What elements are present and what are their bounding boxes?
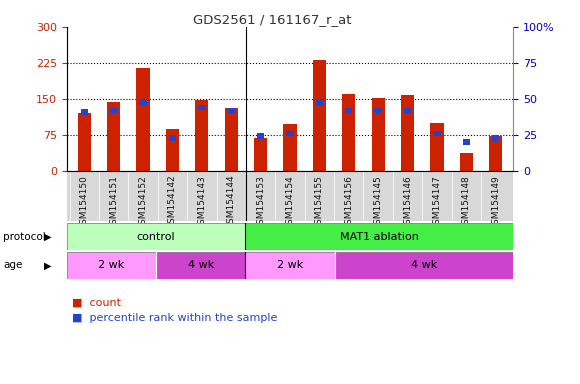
Bar	[156, 252, 245, 279]
Bar	[107, 102, 120, 171]
Text: protocol: protocol	[3, 232, 46, 242]
Bar	[257, 134, 264, 139]
Bar	[287, 131, 293, 136]
Bar	[375, 108, 382, 113]
Bar	[372, 98, 385, 171]
Bar	[136, 68, 150, 171]
Bar	[463, 139, 470, 145]
Text: 4 wk: 4 wk	[187, 260, 214, 270]
Text: GSM154152: GSM154152	[139, 175, 147, 230]
Bar	[245, 252, 335, 279]
Text: GSM154151: GSM154151	[109, 175, 118, 230]
Bar	[492, 135, 499, 141]
Bar	[110, 108, 117, 113]
Text: GDS2561 / 161167_r_at: GDS2561 / 161167_r_at	[193, 13, 352, 26]
Bar	[345, 108, 353, 113]
Bar	[489, 136, 502, 171]
Bar	[316, 99, 323, 104]
Bar	[198, 104, 205, 111]
Text: GSM154145: GSM154145	[374, 175, 383, 230]
Bar	[166, 129, 179, 171]
Text: MAT1 ablation: MAT1 ablation	[340, 232, 419, 242]
Bar	[401, 95, 414, 171]
Text: GSM154149: GSM154149	[491, 175, 500, 230]
Text: GSM154142: GSM154142	[168, 175, 177, 230]
Text: 2 wk: 2 wk	[98, 260, 125, 270]
Text: ■  count: ■ count	[72, 297, 121, 307]
Bar	[227, 108, 235, 113]
Text: GSM154154: GSM154154	[285, 175, 295, 230]
Text: 2 wk: 2 wk	[277, 260, 303, 270]
Bar	[460, 153, 473, 171]
Text: GSM154155: GSM154155	[315, 175, 324, 230]
Bar	[139, 99, 147, 104]
Bar	[342, 94, 356, 171]
Bar	[404, 108, 411, 113]
Bar	[245, 223, 513, 250]
Bar	[195, 100, 208, 171]
Bar	[81, 109, 88, 115]
Bar	[67, 252, 156, 279]
Text: ▶: ▶	[44, 232, 51, 242]
Text: GSM154144: GSM154144	[227, 175, 235, 230]
Bar	[430, 123, 444, 171]
Bar	[433, 131, 441, 136]
Text: ▶: ▶	[44, 260, 51, 270]
Text: age: age	[3, 260, 22, 270]
Bar	[169, 135, 176, 141]
Text: control: control	[137, 232, 175, 242]
Bar	[224, 109, 238, 171]
Text: ■  percentile rank within the sample: ■ percentile rank within the sample	[72, 313, 278, 323]
Text: 4 wk: 4 wk	[411, 260, 437, 270]
Bar	[67, 223, 245, 250]
Bar	[254, 138, 267, 171]
Text: GSM154153: GSM154153	[256, 175, 265, 230]
Text: GSM154147: GSM154147	[433, 175, 441, 230]
Text: GSM154150: GSM154150	[80, 175, 89, 230]
Bar	[335, 252, 513, 279]
Text: GSM154146: GSM154146	[403, 175, 412, 230]
Bar	[284, 124, 296, 171]
Text: GSM154156: GSM154156	[345, 175, 353, 230]
Text: GSM154143: GSM154143	[197, 175, 206, 230]
Text: GSM154148: GSM154148	[462, 175, 471, 230]
Bar	[78, 113, 91, 171]
Bar	[313, 60, 326, 171]
